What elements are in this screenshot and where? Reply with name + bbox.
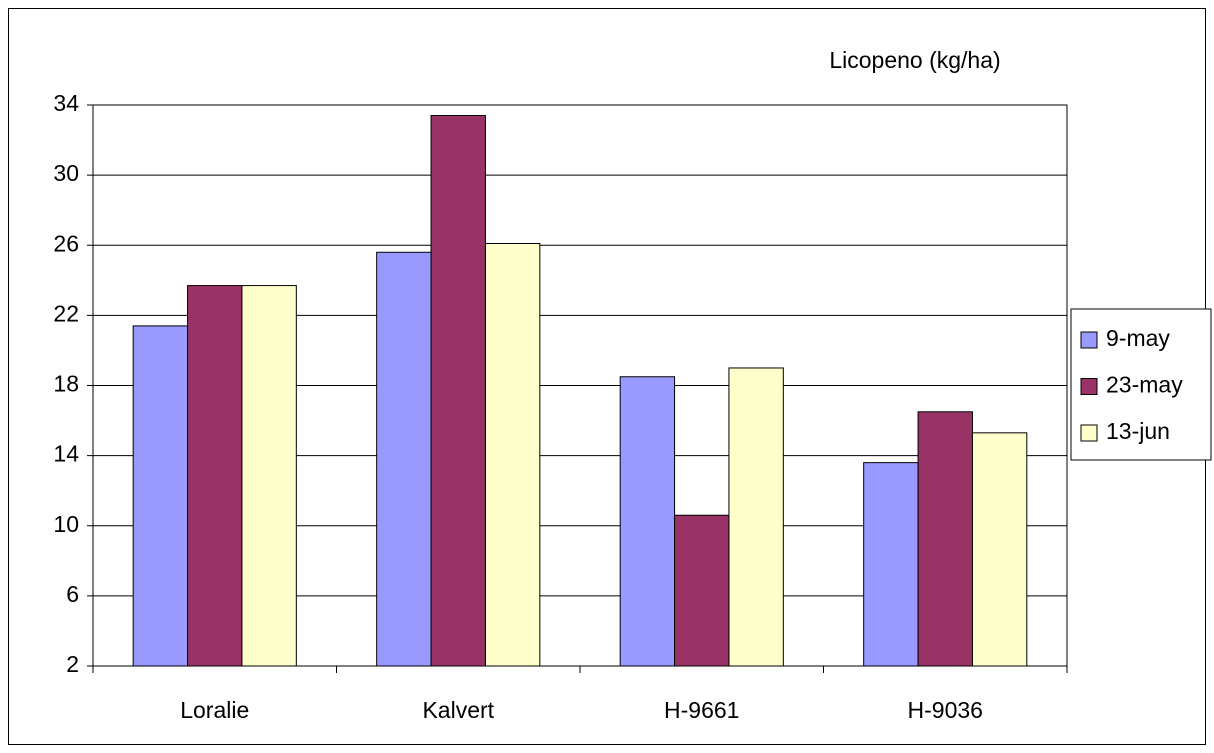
legend-label: 13-jun	[1106, 418, 1170, 444]
y-tick-label: 26	[53, 230, 79, 256]
x-tick-label: Kalvert	[422, 697, 494, 723]
y-tick-label: 22	[53, 300, 79, 326]
legend-swatch	[1080, 378, 1098, 395]
bar	[376, 251, 432, 667]
y-tick-label: 34	[53, 90, 79, 116]
x-tick-label: H-9661	[664, 697, 739, 723]
y-tick-label: 18	[53, 371, 79, 397]
x-tick-label: H-9036	[908, 697, 983, 723]
legend-swatch	[1080, 331, 1098, 349]
bar	[484, 242, 541, 667]
y-tick-label: 10	[53, 511, 79, 537]
legend-label: 23-may	[1106, 372, 1183, 398]
chart-title: Licopeno (kg/ha)	[829, 47, 1000, 73]
x-tick-label: Loralie	[180, 697, 249, 723]
bar	[619, 376, 676, 667]
bar	[674, 514, 730, 667]
bar	[917, 411, 973, 667]
bar	[971, 432, 1028, 667]
bar	[241, 285, 297, 667]
bar	[132, 325, 189, 667]
bar	[728, 367, 784, 667]
legend-swatch	[1080, 424, 1098, 442]
legend-label: 9-may	[1106, 325, 1170, 351]
y-tick-label: 30	[53, 160, 79, 186]
y-tick-label: 2	[66, 651, 79, 677]
bar	[430, 115, 486, 667]
bar	[863, 462, 919, 667]
bar	[187, 285, 243, 667]
y-tick-label: 6	[66, 581, 79, 607]
y-tick-label: 14	[53, 441, 79, 467]
